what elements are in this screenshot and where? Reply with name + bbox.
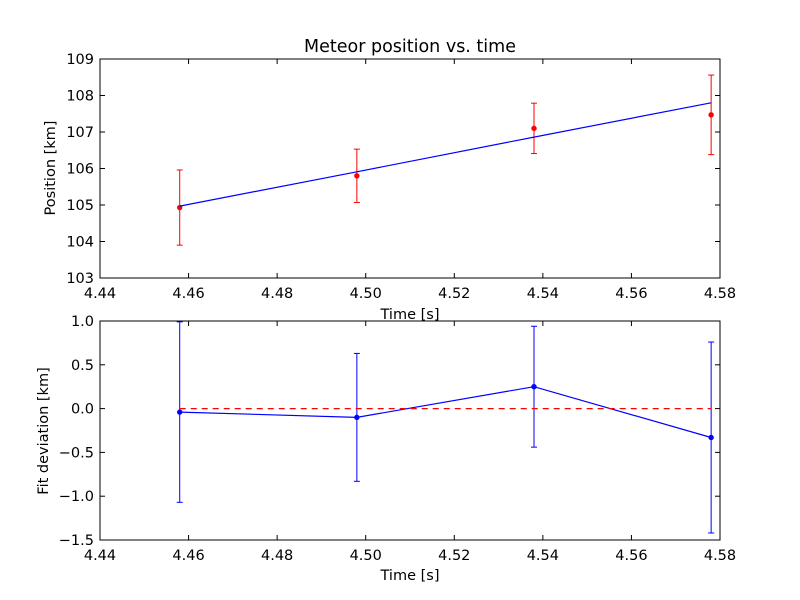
y-tick-label: −1.5 (59, 533, 94, 549)
x-tick-label: 4.58 (704, 548, 736, 564)
y-tick-label: 106 (66, 162, 94, 178)
y-tick-label: −1.0 (59, 489, 94, 505)
x-tick-label: 4.54 (527, 548, 559, 564)
data-point (354, 414, 360, 421)
x-tick-label: 4.52 (438, 548, 470, 564)
y-tick-label: 104 (66, 235, 94, 251)
x-axis-label: Time [s] (380, 307, 440, 323)
x-tick-label: 4.46 (172, 548, 204, 564)
x-tick-label: 4.48 (261, 286, 293, 302)
y-tick-label: 109 (66, 52, 94, 68)
axes-frame (99, 58, 721, 279)
data-point (531, 125, 537, 132)
y-tick-label: 107 (66, 125, 94, 141)
data-point (354, 173, 360, 179)
x-tick-label: 4.50 (350, 548, 382, 564)
data-point (531, 384, 537, 390)
x-tick-label: 4.44 (84, 286, 116, 302)
data-point (708, 434, 714, 441)
x-tick-label: 4.44 (84, 548, 116, 564)
x-axis-label: Time [s] (380, 568, 440, 584)
fit-line (179, 102, 712, 207)
plot-area (176, 74, 715, 246)
x-tick-label: 4.58 (704, 286, 736, 302)
deviation-line (179, 386, 712, 439)
y-axis-label: Fit deviation [km] (36, 367, 52, 494)
x-tick-label: 4.54 (527, 286, 559, 302)
y-tick-label: 103 (66, 271, 94, 287)
y-tick-label: 0.0 (71, 402, 94, 418)
axis-ticks: 4.44 4.46 4.48 4.50 4.52 4.54 4.56 4.58 −1.5 −1.0… (59, 314, 736, 564)
x-tick-label: 4.46 (172, 286, 204, 302)
x-tick-label: 4.52 (438, 286, 470, 302)
axes-frame (99, 320, 721, 541)
deviation-subplot: Time [s] Fit deviation [km] 4.44 4.46 4.48… (36, 314, 736, 584)
y-tick-label: 105 (66, 198, 94, 214)
data-point (177, 409, 183, 415)
y-tick-label: 1.0 (71, 314, 94, 330)
chart-title: Meteor position vs. time (304, 37, 516, 57)
x-tick-label: 4.56 (615, 286, 647, 302)
data-point (708, 112, 714, 118)
y-axis-label: Position [km] (43, 121, 59, 216)
x-tick-label: 4.56 (615, 548, 647, 564)
y-tick-label: 0.5 (71, 358, 94, 374)
x-tick-label: 4.48 (261, 548, 293, 564)
plot-area (176, 321, 715, 534)
position-subplot: Meteor position vs. time Time [s] Positi… (43, 37, 736, 323)
y-tick-label: 108 (66, 89, 94, 105)
axis-ticks: 4.44 4.46 4.48 4.50 4.52 4.54 4.56 4.58 103 104 10… (66, 52, 736, 302)
y-tick-label: −0.5 (59, 445, 94, 461)
x-tick-label: 4.50 (350, 286, 382, 302)
